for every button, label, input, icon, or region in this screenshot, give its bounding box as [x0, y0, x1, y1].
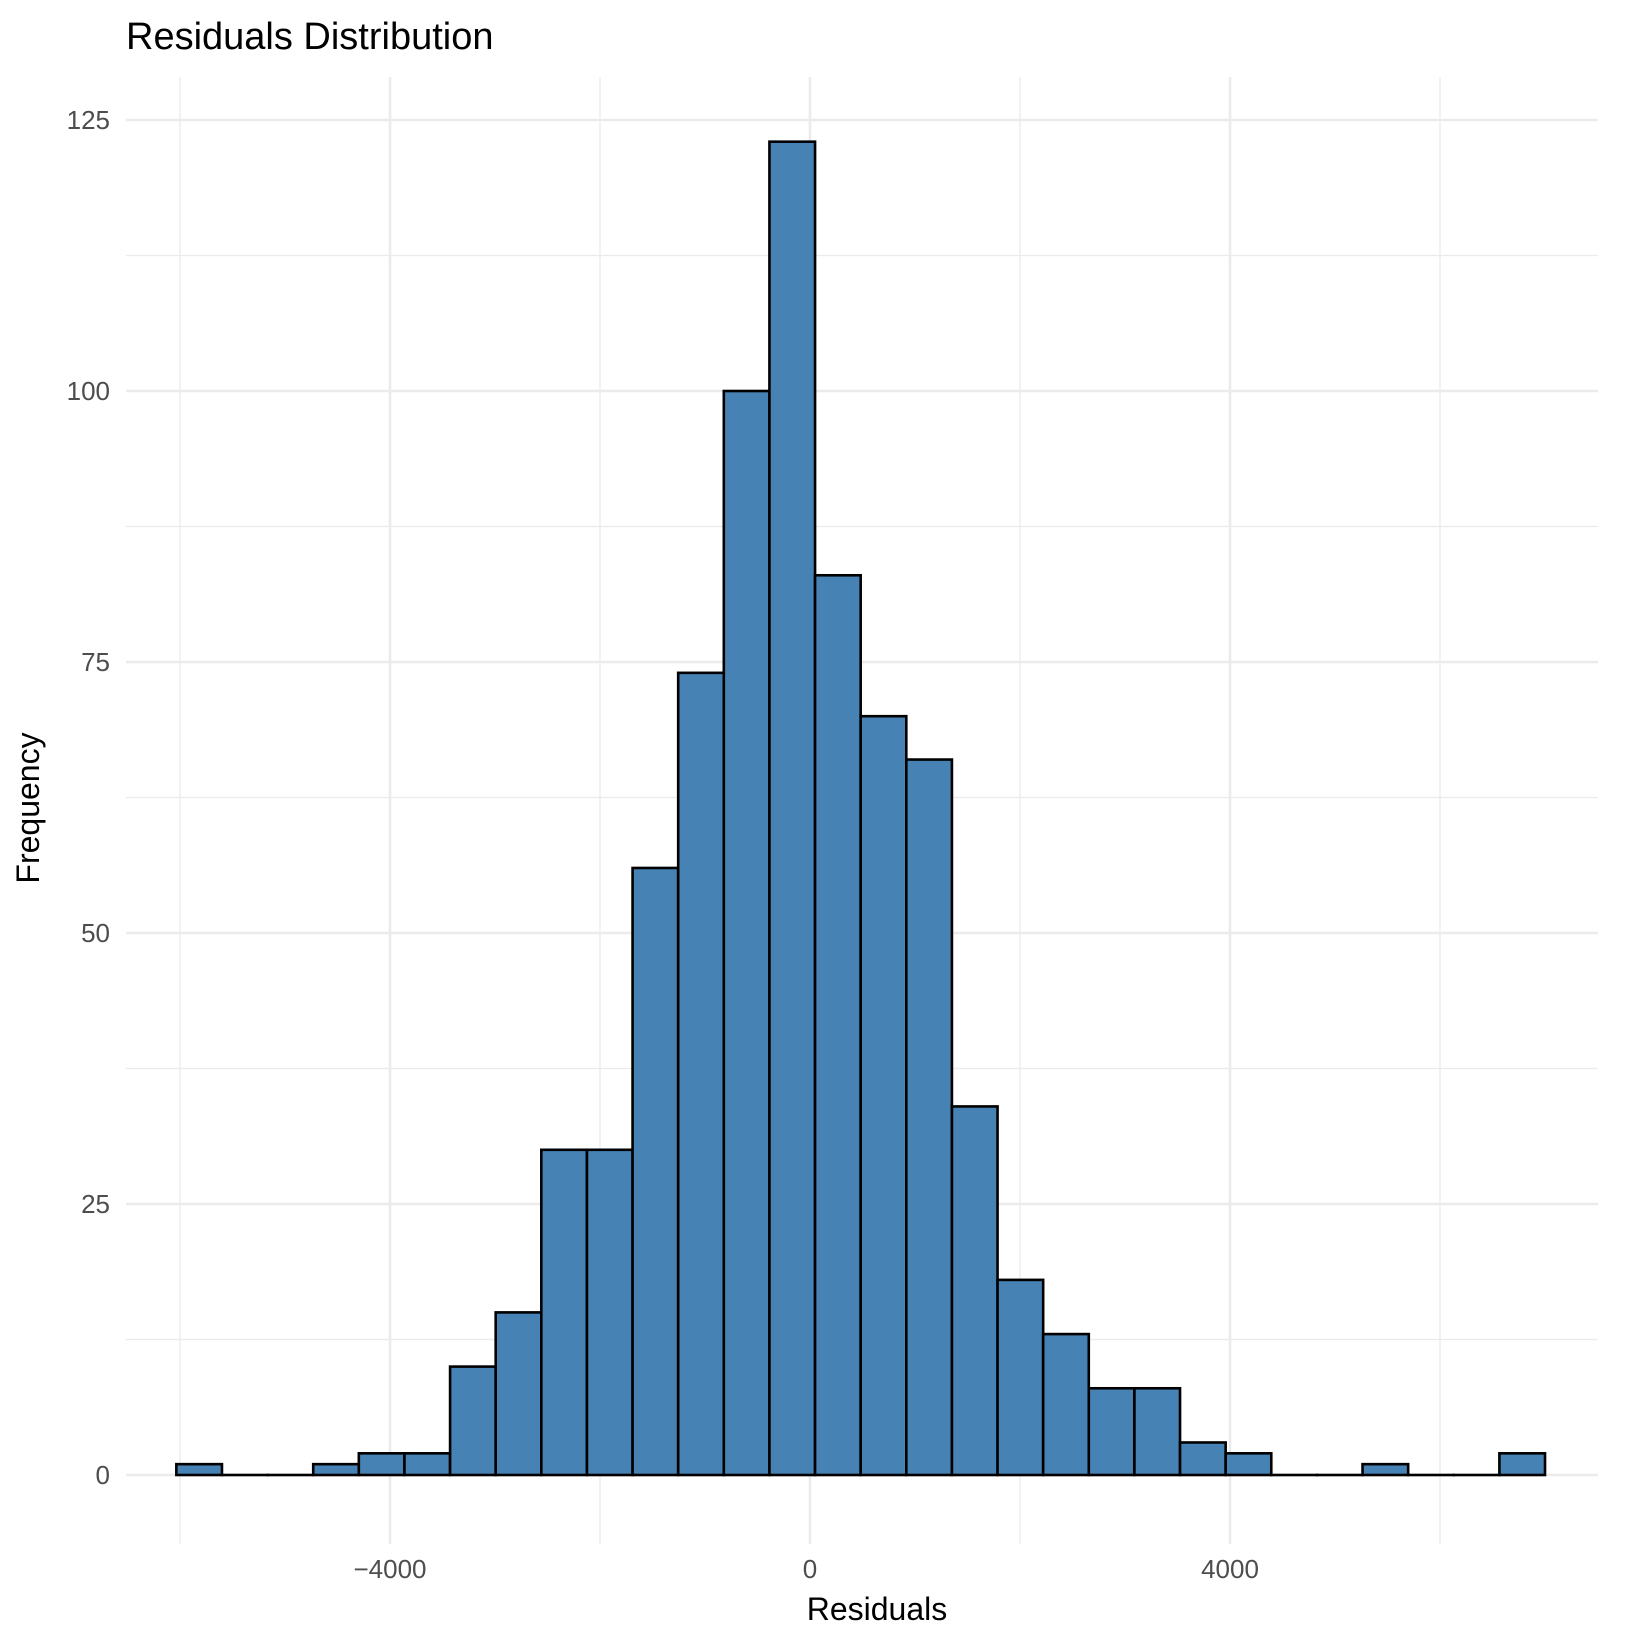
histogram-bar	[1224, 1452, 1273, 1477]
y-tick-label: 75	[81, 647, 110, 677]
histogram-bar	[1498, 1452, 1547, 1477]
histogram-bar	[676, 671, 726, 1477]
y-axis-title: Frequency	[10, 732, 46, 883]
histogram-bar	[1087, 1386, 1136, 1477]
histogram-bar	[950, 1105, 999, 1477]
y-tick-label: 100	[67, 376, 110, 406]
histogram-bar	[813, 573, 862, 1477]
histogram-bar	[175, 1462, 224, 1477]
y-tick-label: 25	[81, 1189, 110, 1219]
histogram-bar	[859, 714, 908, 1477]
x-tick-label: 4000	[1201, 1554, 1259, 1584]
histogram-bar	[540, 1148, 589, 1477]
y-tick-label: 0	[96, 1460, 110, 1490]
x-tick-label: −4000	[353, 1554, 426, 1584]
y-tick-label: 50	[81, 918, 110, 948]
histogram-bars	[175, 140, 1547, 1477]
histogram-bar	[1041, 1332, 1091, 1477]
x-axis-tick-labels: −4000 0 4000	[353, 1554, 1258, 1584]
histogram-bar	[494, 1311, 543, 1477]
histogram-bar	[1178, 1441, 1227, 1477]
histogram-bar	[768, 140, 817, 1477]
x-axis-title: Residuals	[807, 1591, 948, 1627]
histogram-bar	[311, 1462, 361, 1477]
histogram-bar	[585, 1148, 634, 1477]
x-tick-label: 0	[803, 1554, 817, 1584]
histogram-bar	[722, 389, 771, 1477]
histogram-bar	[357, 1452, 406, 1477]
histogram-bar	[448, 1365, 497, 1477]
histogram-bar	[996, 1278, 1045, 1477]
y-axis-tick-labels: 0 25 50 75 100 125	[67, 105, 110, 1490]
minor-gridlines	[126, 77, 1598, 1544]
histogram-bar	[1361, 1462, 1410, 1477]
histogram-bar	[905, 758, 954, 1477]
histogram-bar	[403, 1452, 452, 1477]
y-tick-label: 125	[67, 105, 110, 135]
chart-title: Residuals Distribution	[126, 16, 494, 58]
histogram-bar	[631, 866, 680, 1477]
histogram-bar	[1133, 1386, 1182, 1477]
